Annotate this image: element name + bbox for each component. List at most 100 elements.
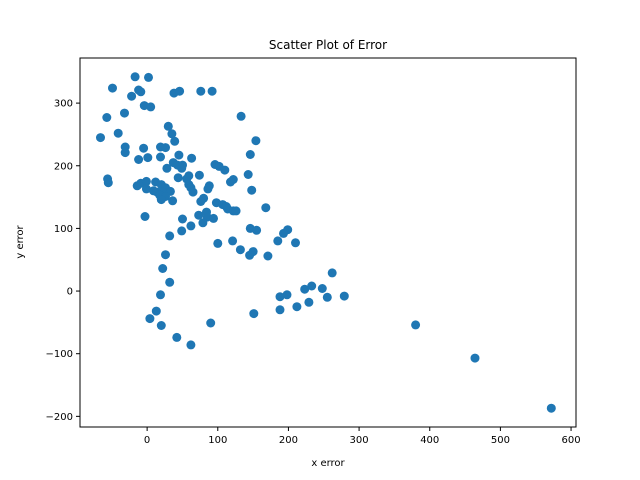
data-point-85 [198, 218, 208, 228]
data-point-22 [139, 143, 149, 153]
x-tick-label: 600 [562, 435, 581, 446]
data-point-65 [188, 187, 198, 197]
data-point-97 [235, 245, 245, 255]
data-point-113 [304, 297, 314, 307]
data-point-89 [252, 225, 262, 235]
x-tick-label: 0 [144, 435, 150, 446]
data-point-125 [546, 403, 556, 413]
data-point-93 [228, 236, 238, 246]
data-point-19 [170, 136, 180, 146]
x-tick-label: 100 [208, 435, 227, 446]
data-point-30 [156, 152, 165, 162]
x-tick-label: 200 [279, 435, 298, 446]
y-axis-label: y error [15, 224, 26, 258]
data-point-38 [177, 163, 187, 173]
data-point-27 [134, 155, 144, 164]
data-point-60 [203, 184, 213, 194]
data-point-26 [143, 153, 153, 163]
data-point-81 [194, 210, 204, 220]
data-point-118 [145, 314, 155, 324]
data-point-12 [120, 108, 129, 118]
data-point-48 [226, 177, 235, 187]
data-point-25 [161, 143, 170, 153]
data-point-16 [113, 128, 123, 138]
data-point-82 [209, 213, 218, 223]
data-point-23 [120, 148, 130, 158]
data-point-5 [127, 91, 137, 101]
data-point-111 [156, 290, 165, 300]
data-point-71 [196, 197, 206, 206]
data-point-86 [186, 221, 196, 231]
data-point-37 [162, 163, 172, 173]
data-point-100 [263, 251, 273, 261]
data-point-119 [206, 318, 216, 328]
data-point-112 [165, 277, 175, 287]
data-point-117 [249, 309, 259, 319]
data-point-1 [144, 72, 153, 82]
y-tick-label: 0 [67, 287, 73, 298]
data-point-43 [173, 173, 183, 183]
data-point-101 [161, 250, 170, 260]
x-tick-label: 300 [350, 435, 369, 446]
data-point-20 [251, 136, 261, 146]
data-point-116 [151, 306, 161, 316]
data-point-91 [279, 228, 288, 238]
data-point-0 [130, 72, 140, 82]
data-point-87 [177, 226, 187, 236]
data-point-8 [196, 86, 206, 96]
data-point-46 [194, 170, 204, 180]
data-point-99 [245, 250, 255, 260]
data-point-109 [322, 292, 332, 302]
data-point-96 [291, 238, 300, 248]
x-axis-ticks: 0 100 200 300 400 500 600 [144, 427, 581, 446]
chart-title: Scatter Plot of Error [269, 38, 387, 52]
data-point-61 [247, 185, 257, 195]
y-axis-ticks: −200 −100 0 100 200 300 [46, 99, 80, 423]
data-point-110 [339, 291, 349, 301]
y-tick-label: 100 [54, 224, 73, 235]
data-point-51 [141, 176, 151, 186]
points-layer [96, 72, 556, 413]
data-point-39 [220, 165, 230, 175]
x-tick-label: 400 [420, 435, 439, 446]
data-point-31 [187, 153, 197, 163]
data-point-4 [136, 87, 146, 97]
y-tick-label: −100 [46, 349, 73, 360]
data-point-84 [140, 212, 150, 221]
data-point-94 [213, 238, 223, 248]
data-point-40 [243, 170, 253, 179]
data-point-28 [174, 150, 184, 160]
data-point-13 [102, 113, 112, 122]
data-point-95 [273, 236, 283, 246]
data-point-102 [158, 264, 168, 273]
data-point-115 [275, 305, 285, 315]
data-point-106 [300, 284, 310, 294]
data-point-29 [245, 150, 255, 159]
data-point-7 [175, 86, 185, 96]
data-point-18 [167, 129, 177, 139]
data-point-42 [103, 178, 113, 188]
data-point-120 [411, 320, 421, 330]
data-point-68 [156, 195, 166, 205]
x-axis-label: x error [311, 458, 345, 469]
data-point-108 [275, 292, 285, 302]
data-point-114 [292, 302, 302, 312]
data-point-121 [156, 321, 166, 330]
data-point-77 [231, 206, 241, 216]
y-tick-label: 200 [54, 161, 73, 172]
data-point-15 [163, 121, 173, 131]
data-point-78 [261, 203, 271, 213]
data-point-9 [207, 86, 217, 96]
data-point-83 [178, 214, 187, 224]
data-point-122 [172, 332, 182, 342]
data-point-105 [317, 284, 327, 293]
data-point-2 [108, 83, 117, 93]
data-point-56 [141, 184, 151, 194]
plot-area-frame [79, 57, 577, 428]
data-point-104 [307, 281, 317, 291]
data-point-92 [165, 231, 175, 241]
data-point-70 [168, 196, 178, 206]
data-point-107 [282, 290, 292, 300]
